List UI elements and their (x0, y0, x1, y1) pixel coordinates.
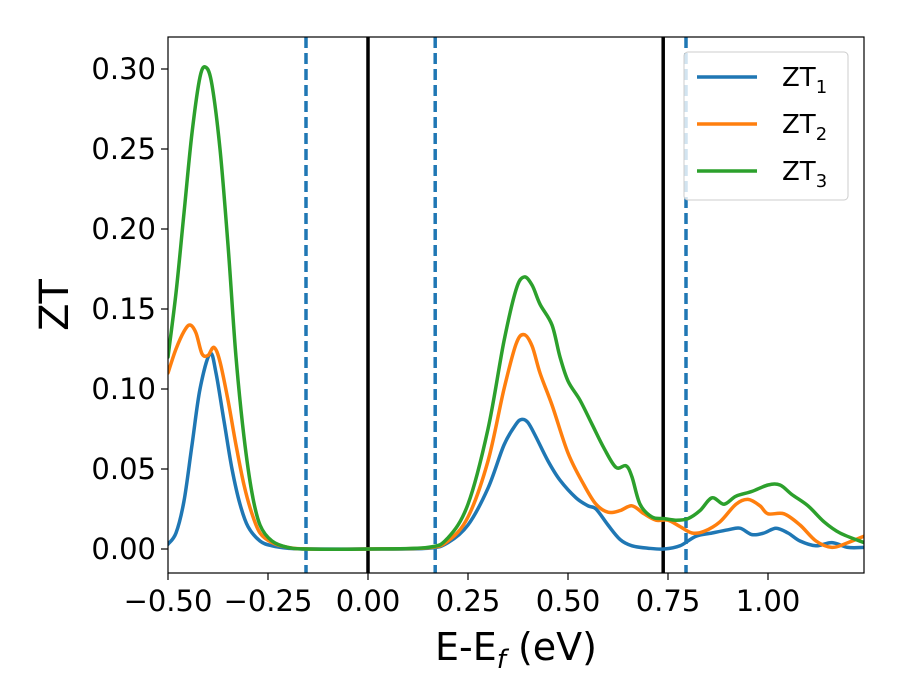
x-axis-title: E-Ef (eV) (435, 625, 597, 675)
x-tick-label: 0.00 (336, 584, 401, 618)
plot-frame (167, 36, 865, 574)
x-axis-title-base: E-E (435, 625, 497, 669)
y-tick-label: 0.25 (91, 132, 156, 166)
y-axis-ticks: 0.00 0.05 0.10 0.15 0.20 0.25 0.30 (91, 52, 168, 566)
y-axis-title: ZT (32, 279, 78, 331)
series-lines (168, 65, 864, 551)
legend-box (683, 51, 849, 201)
legend: ZT1 ZT2 ZT3 (683, 51, 849, 201)
x-axis-ticks: −0.50 −0.25 0.00 0.25 0.50 0.75 1.00 (124, 573, 801, 618)
series-line-zt2 (168, 323, 864, 551)
x-tick-label: 0.75 (636, 584, 701, 618)
legend-label-zt2: ZT2 (782, 110, 827, 145)
y-tick-label: 0.10 (91, 372, 156, 406)
x-axis-title-suffix: (eV) (506, 625, 597, 669)
y-tick-label: 0.30 (91, 52, 156, 86)
x-tick-label: 0.25 (436, 584, 501, 618)
legend-label-zt1: ZT1 (782, 63, 827, 98)
x-tick-label: 1.00 (736, 584, 801, 618)
x-tick-label: 0.50 (536, 584, 601, 618)
y-tick-label: 0.20 (91, 212, 156, 246)
y-tick-label: 0.05 (91, 452, 156, 486)
y-tick-label: 0.15 (91, 292, 156, 326)
x-tick-label: −0.25 (224, 584, 313, 618)
series-line-zt1 (168, 351, 864, 551)
legend-label-zt3: ZT3 (782, 157, 827, 192)
reference-lines (304, 37, 688, 573)
series-line-zt3 (168, 65, 864, 551)
y-tick-label: 0.00 (91, 532, 156, 566)
x-tick-label: −0.50 (124, 584, 213, 618)
